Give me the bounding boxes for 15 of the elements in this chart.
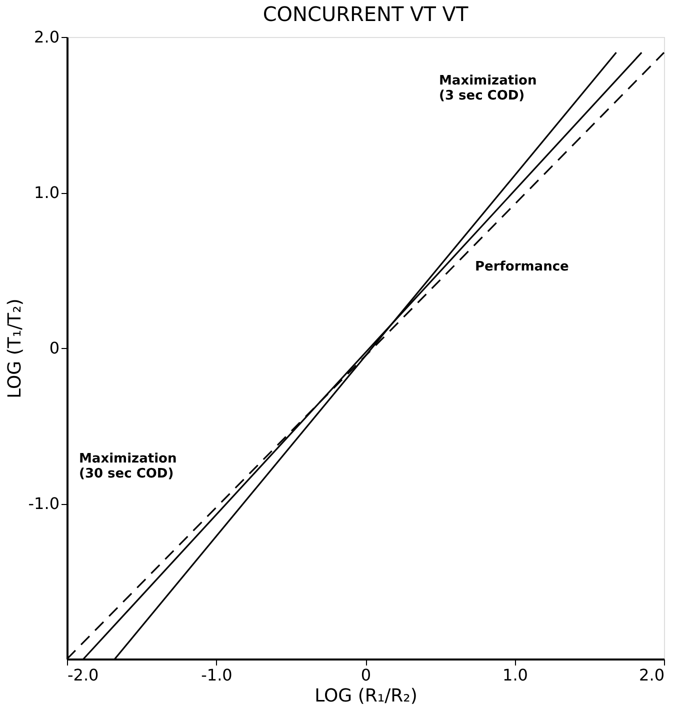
annotation: Performance [475,259,570,274]
x-tick-label: 0 [360,666,372,684]
x-axis-title: LOG (R₁/R₂) [314,686,418,706]
x-tick-label: 2.0 [639,666,664,684]
y-tick-label: 2.0 [34,28,60,46]
chart-title: CONCURRENT VT VT [262,2,469,26]
x-tick-label: -1.0 [201,666,232,684]
x-tick-label: -2.0 [68,666,99,684]
annotation: Maximization (30 sec COD) [79,452,177,482]
y-axis-title: LOG (T₁/T₂) [4,298,26,398]
annotation: Maximization (3 sec COD) [439,73,537,104]
x-tick-label: 1.0 [502,666,528,684]
y-tick-label: 0 [49,338,60,358]
y-tick-label: 1.0 [34,183,60,202]
y-tick-label: -1.0 [28,494,60,513]
